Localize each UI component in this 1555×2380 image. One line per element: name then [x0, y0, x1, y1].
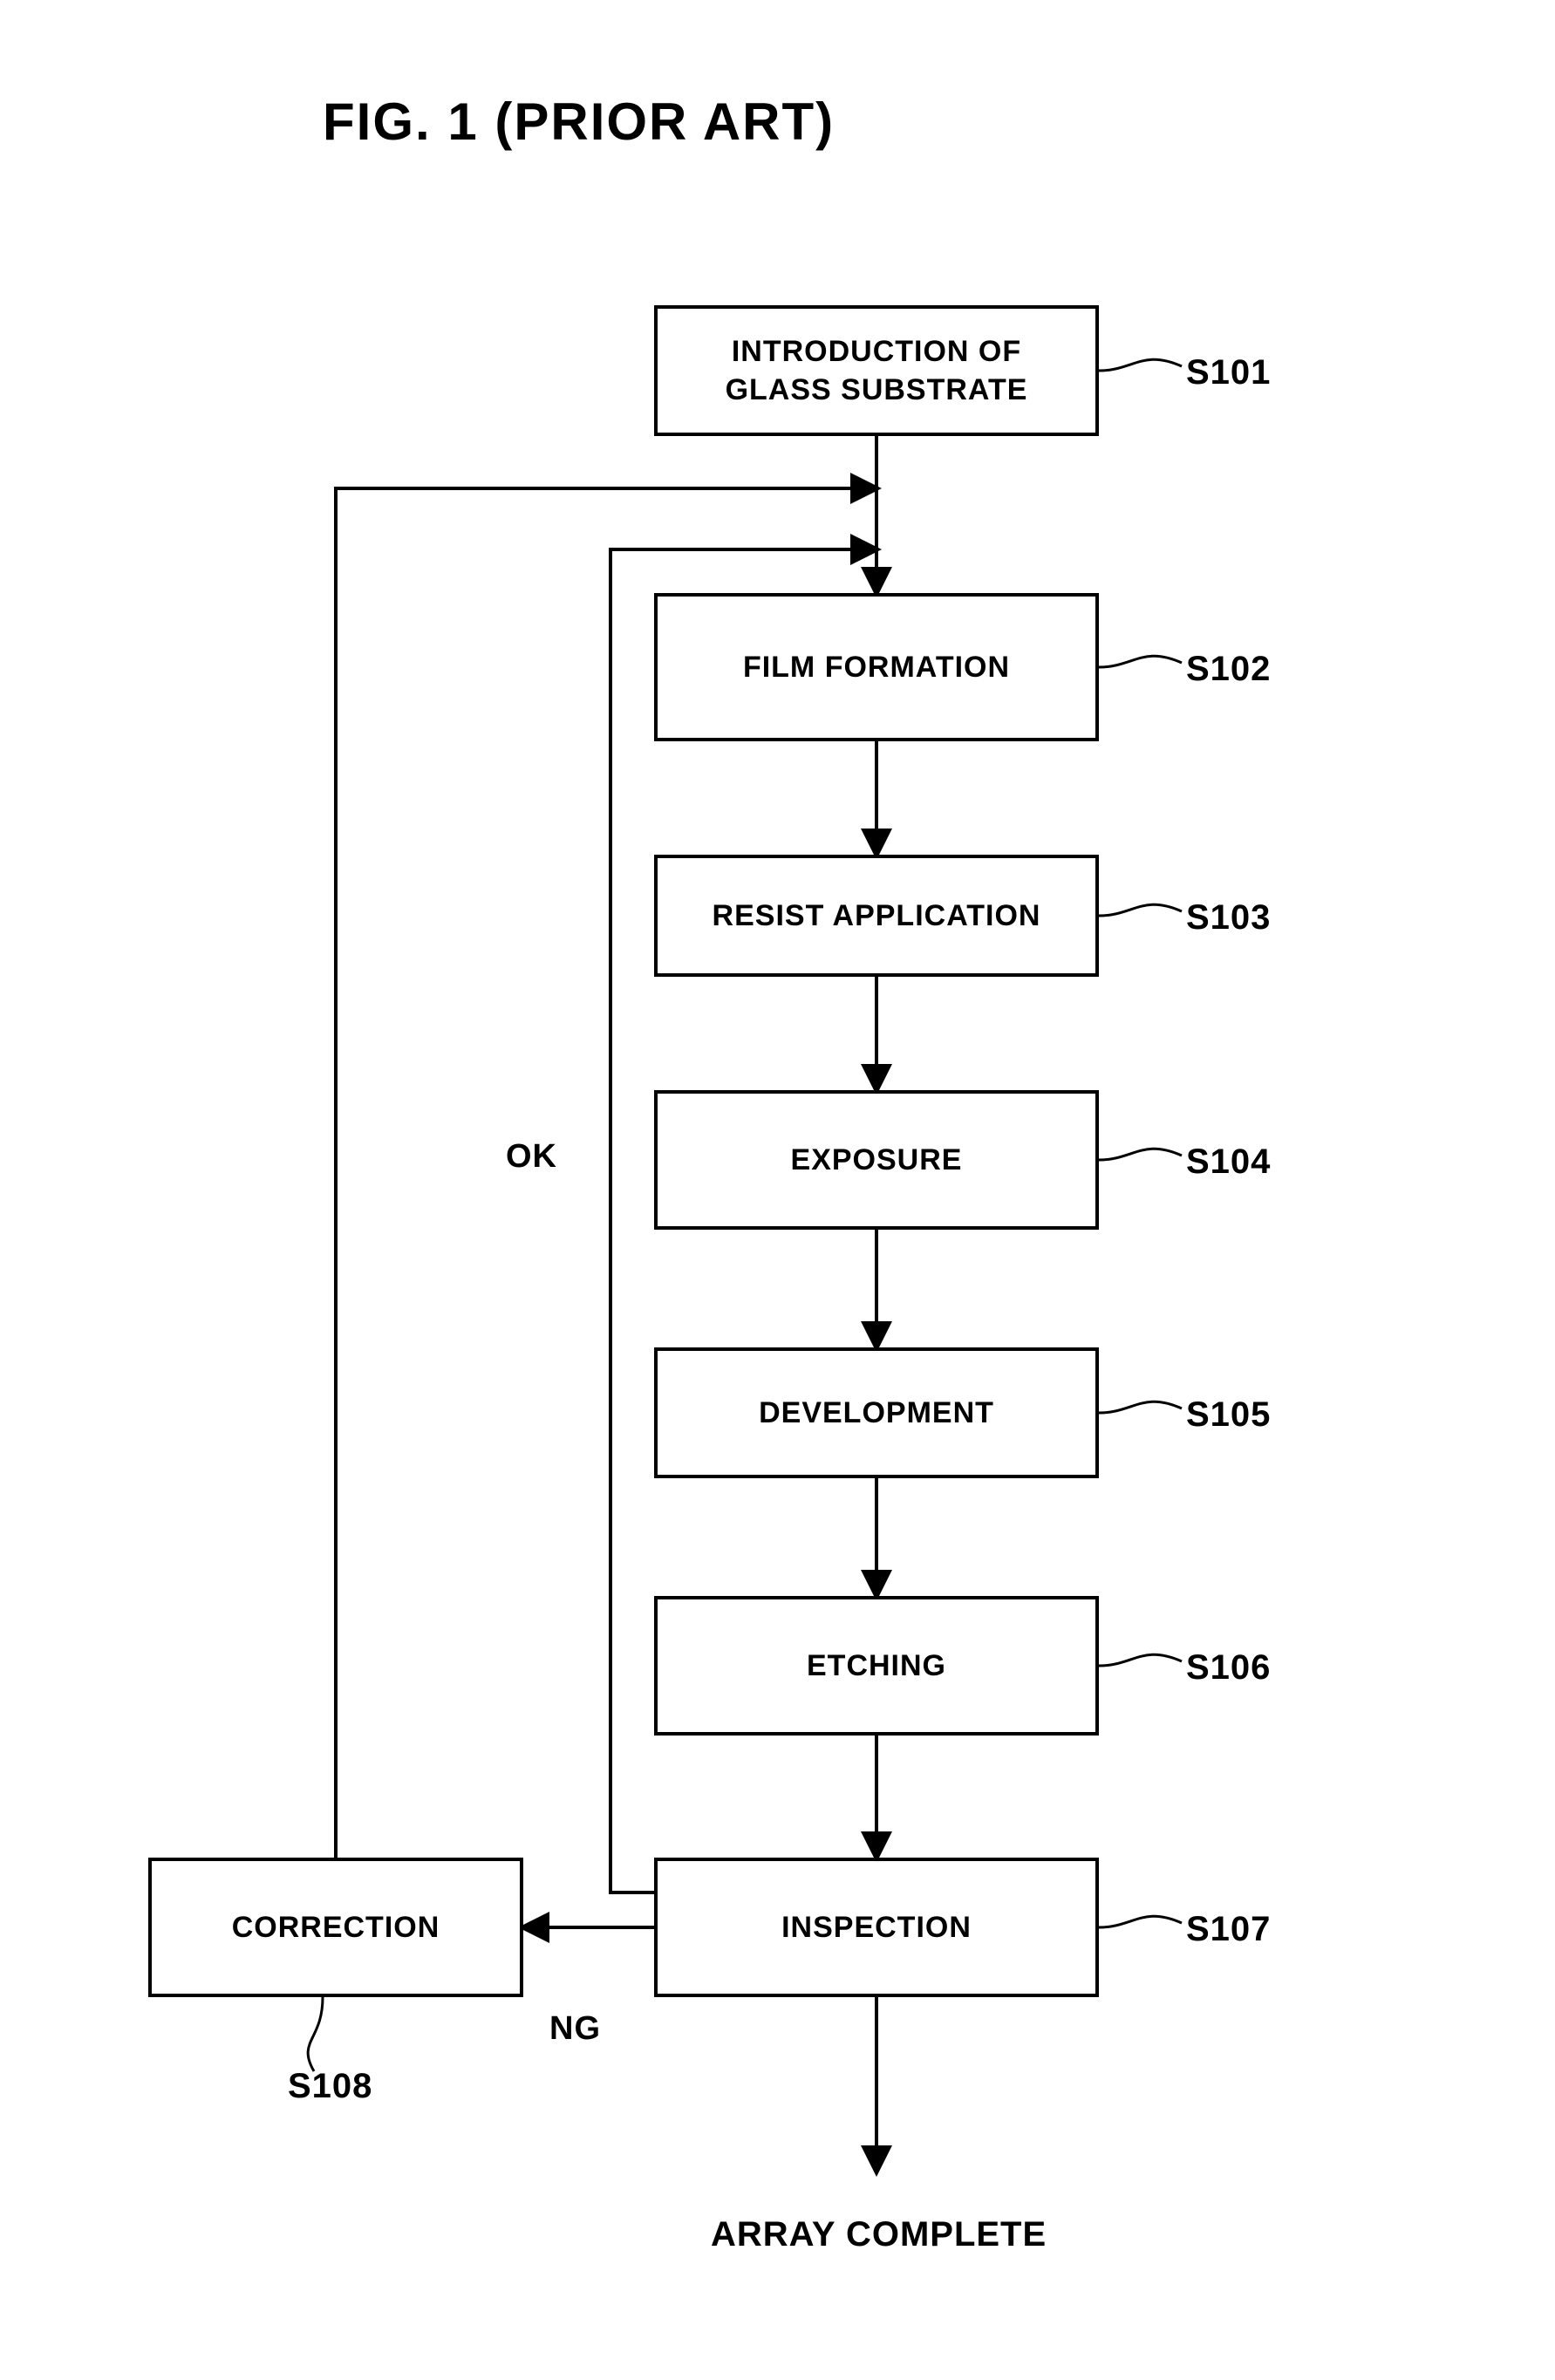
figure-title: FIG. 1 (PRIOR ART) — [323, 92, 835, 152]
step-s105-text: DEVELOPMENT — [759, 1394, 994, 1432]
step-s107: INSPECTION — [654, 1858, 1099, 1997]
flowchart-canvas: FIG. 1 (PRIOR ART) INTRODU — [0, 0, 1555, 2380]
step-s108-text: CORRECTION — [232, 1908, 440, 1947]
step-s101-text: INTRODUCTION OFGLASS SUBSTRATE — [726, 332, 1028, 409]
step-s103-text: RESIST APPLICATION — [713, 897, 1041, 935]
label-s104: S104 — [1186, 1142, 1271, 1182]
step-s101: INTRODUCTION OFGLASS SUBSTRATE — [654, 305, 1099, 436]
label-s106: S106 — [1186, 1648, 1271, 1688]
edge-label-ng: NG — [549, 2010, 601, 2048]
step-s106-text: ETCHING — [807, 1647, 946, 1685]
label-s105: S105 — [1186, 1395, 1271, 1435]
step-s107-text: INSPECTION — [781, 1908, 972, 1947]
label-s107: S107 — [1186, 1910, 1271, 1949]
step-s104-text: EXPOSURE — [791, 1141, 963, 1179]
label-s108: S108 — [288, 2067, 372, 2106]
label-s103: S103 — [1186, 898, 1271, 938]
step-s106: ETCHING — [654, 1596, 1099, 1736]
edge-label-ok: OK — [506, 1138, 557, 1176]
terminal-label: ARRAY COMPLETE — [711, 2215, 1047, 2254]
step-s102: FILM FORMATION — [654, 593, 1099, 741]
step-s104: EXPOSURE — [654, 1090, 1099, 1230]
label-s102: S102 — [1186, 650, 1271, 689]
step-s105: DEVELOPMENT — [654, 1347, 1099, 1478]
step-s108: CORRECTION — [148, 1858, 523, 1997]
step-s102-text: FILM FORMATION — [743, 648, 1010, 686]
label-s101: S101 — [1186, 353, 1271, 392]
step-s103: RESIST APPLICATION — [654, 855, 1099, 977]
